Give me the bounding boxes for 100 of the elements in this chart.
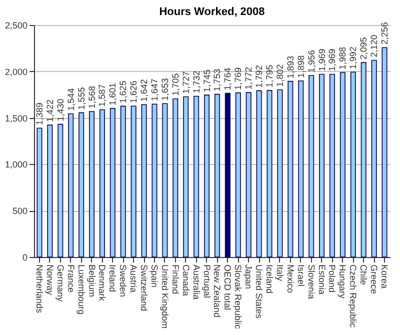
data-label: 1,772: [244, 67, 254, 90]
x-tick-label: Korea: [380, 264, 390, 289]
data-label: 2,256: [380, 22, 390, 45]
x-tick-label: United Kingdom: [160, 264, 170, 329]
y-tick-label: 0: [22, 252, 28, 262]
bar: [99, 109, 105, 258]
bar: [340, 72, 346, 258]
bar: [130, 106, 136, 258]
x-tick-label: Mexico: [285, 264, 296, 294]
bar: [141, 104, 147, 258]
data-label: 1,568: [86, 86, 97, 108]
bar: [319, 74, 325, 258]
x-tick-label: Sweden: [118, 264, 128, 298]
x-tick-label: Norway: [44, 264, 55, 296]
data-label: 1,422: [44, 100, 55, 122]
data-label: 1,769: [233, 67, 244, 90]
y-tick-label: 1,000: [4, 160, 28, 170]
bar: [183, 96, 189, 258]
data-label: 1,732: [191, 70, 202, 94]
x-tick-label: Italy: [274, 264, 285, 282]
data-label: 1,988: [338, 46, 348, 70]
data-label: 1,625: [118, 80, 128, 104]
data-label: 1,795: [264, 64, 275, 88]
bar: [235, 92, 241, 258]
x-tick-label: Czech Republic: [348, 264, 358, 328]
data-label: 1,969: [327, 48, 338, 72]
bar: [194, 96, 200, 258]
data-label: 1,647: [149, 78, 160, 102]
data-label: 1,792: [254, 65, 264, 88]
data-label: 1,727: [180, 71, 191, 94]
data-label: 1,587: [97, 84, 108, 107]
bar: [382, 47, 388, 258]
x-tick-label: New Zealand: [212, 264, 222, 318]
x-tick-label: Israel: [296, 264, 306, 287]
bar: [288, 80, 294, 258]
data-label: 1,555: [76, 87, 86, 110]
x-tick-label: Slovak Republic: [233, 264, 244, 330]
x-tick-label: Netherlands: [34, 264, 44, 314]
x-tick-label: Spain: [149, 264, 160, 288]
x-tick-label: Portugal: [202, 264, 212, 298]
data-label: 1,956: [306, 50, 316, 72]
data-label: 2,120: [369, 34, 380, 58]
x-tick-label: Japan: [244, 264, 254, 290]
bar: [58, 124, 64, 258]
y-tick-label: 2,000: [4, 66, 28, 77]
x-tick-label: Greece: [369, 264, 380, 294]
bar: [266, 90, 272, 258]
data-label: 1,992: [348, 46, 358, 70]
data-label: 1,705: [170, 73, 180, 96]
bar: [256, 90, 262, 258]
data-label: 1,430: [55, 98, 66, 122]
bar: [120, 106, 126, 258]
x-tick-label: United States: [254, 264, 264, 320]
bar: [47, 124, 53, 258]
x-tick-label: Finland: [170, 264, 180, 294]
bar: [360, 62, 366, 258]
bar: [172, 98, 178, 258]
data-label: 1,764: [222, 68, 233, 90]
bar: [110, 108, 116, 258]
data-label: 1,389: [34, 102, 44, 126]
x-tick-label: Switzerland: [139, 264, 150, 312]
data-label: 1,642: [139, 79, 150, 102]
x-tick-label: Canada: [180, 264, 191, 296]
data-label: 1,898: [296, 55, 306, 78]
bar: [152, 104, 158, 258]
x-tick-label: Austria: [128, 264, 139, 293]
bar: [308, 75, 314, 258]
bar: [89, 111, 95, 258]
bar: [204, 94, 210, 258]
data-label: 1,753: [212, 68, 222, 92]
y-tick-label: 1,500: [4, 113, 28, 124]
data-label: 1,544: [66, 88, 76, 111]
bar: [329, 74, 335, 258]
x-tick-label: Chile: [358, 264, 369, 286]
x-tick-label: Poland: [327, 264, 338, 293]
bar: [371, 60, 377, 258]
data-label: 1,653: [160, 78, 170, 101]
x-tick-label: Ireland: [108, 264, 118, 292]
bar: [162, 103, 168, 258]
bar: [68, 113, 74, 258]
bar: [350, 72, 356, 258]
x-tick-label: Australia: [191, 264, 202, 300]
x-tick-label: Estonia: [316, 264, 327, 295]
bar: [246, 92, 252, 258]
x-tick-label: Luxembourg: [76, 264, 86, 315]
x-tick-label: Belgium: [86, 264, 97, 298]
data-label: 1,893: [285, 56, 296, 78]
x-tick-label: Hungary: [338, 264, 348, 300]
bar: [36, 128, 42, 258]
x-tick-label: Iceland: [264, 264, 275, 294]
y-tick-label: 500: [12, 206, 28, 216]
bar: [277, 89, 283, 258]
data-label: 1,745: [202, 70, 212, 92]
data-label: 2,095: [358, 37, 369, 60]
x-tick-label: Germany: [55, 264, 66, 302]
data-label: 1,601: [108, 82, 118, 106]
x-tick-label: Denmark: [97, 264, 108, 302]
x-tick-label: Slovenia: [306, 264, 316, 300]
data-label: 1,969: [316, 48, 327, 72]
data-label: 1,802: [274, 64, 285, 87]
